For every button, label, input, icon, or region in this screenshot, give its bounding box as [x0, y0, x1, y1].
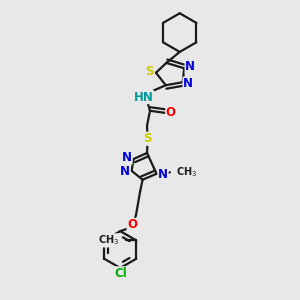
- Text: N: N: [158, 168, 168, 181]
- Text: CH$_3$: CH$_3$: [176, 165, 197, 179]
- Text: Cl: Cl: [114, 267, 127, 280]
- Text: CH$_3$: CH$_3$: [98, 233, 119, 247]
- Text: N: N: [183, 77, 193, 90]
- Text: O: O: [166, 106, 176, 119]
- Text: S: S: [143, 132, 152, 145]
- Text: N: N: [122, 151, 132, 164]
- Text: S: S: [145, 65, 154, 78]
- Text: N: N: [120, 165, 130, 178]
- Text: N: N: [185, 60, 195, 73]
- Text: O: O: [127, 218, 137, 231]
- Text: HN: HN: [134, 91, 153, 103]
